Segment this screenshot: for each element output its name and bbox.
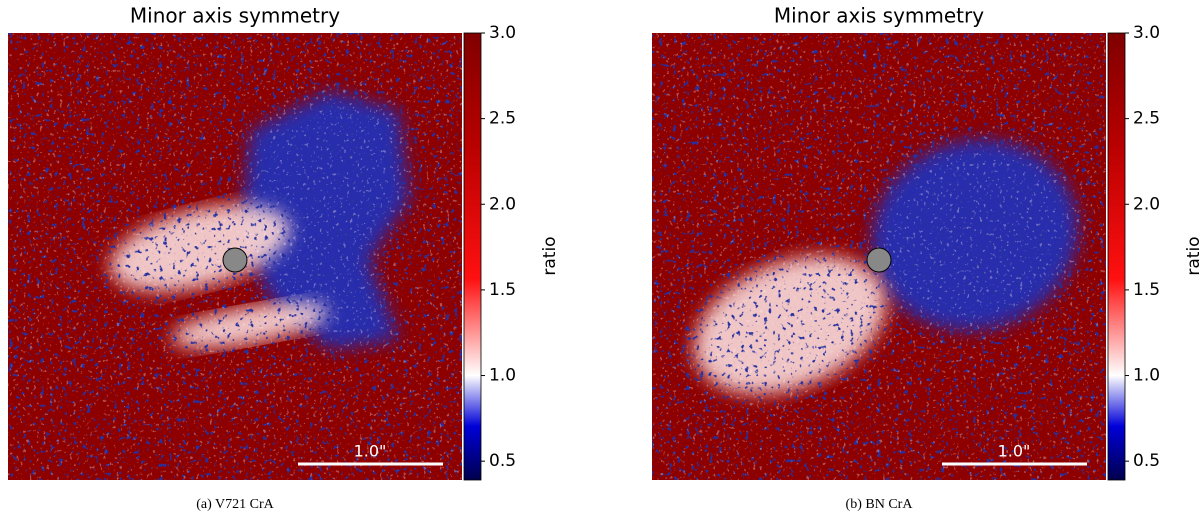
- colorbar: [463, 32, 482, 481]
- colorbar-tick-label: 2.5: [489, 109, 516, 129]
- heatmap-image: [8, 33, 462, 480]
- scale-bar-label: 1.0": [998, 442, 1031, 461]
- colorbar-tick-label: 3.0: [1133, 23, 1160, 43]
- caption: (a) V721 CrA: [196, 497, 274, 512]
- colorbar-label: ratio: [540, 236, 560, 275]
- colorbar-tick-label: 3.0: [489, 23, 516, 43]
- colorbar-tick-label: 0.5: [1133, 451, 1160, 471]
- colorbar: [1107, 32, 1126, 481]
- colorbar-tick-label: 2.0: [1133, 194, 1160, 214]
- colorbar-tick-label: 1.5: [489, 280, 516, 300]
- colorbar-tick-label: 2.5: [1133, 109, 1160, 129]
- scale-bar-label: 1.0": [354, 442, 387, 461]
- colorbar-tick-label: 1.0: [1133, 366, 1160, 386]
- colorbar-tick-label: 2.0: [489, 194, 516, 214]
- chart-title: Minor axis symmetry: [774, 4, 984, 28]
- star-mask: [222, 247, 248, 273]
- colorbar-tick-label: 1.5: [1133, 280, 1160, 300]
- chart-title: Minor axis symmetry: [130, 4, 340, 28]
- colorbar-label: ratio: [1184, 236, 1199, 275]
- star-mask: [866, 247, 892, 273]
- caption: (b) BN CrA: [846, 497, 914, 512]
- colorbar-tick-label: 0.5: [489, 451, 516, 471]
- colorbar-tick-label: 1.0: [489, 366, 516, 386]
